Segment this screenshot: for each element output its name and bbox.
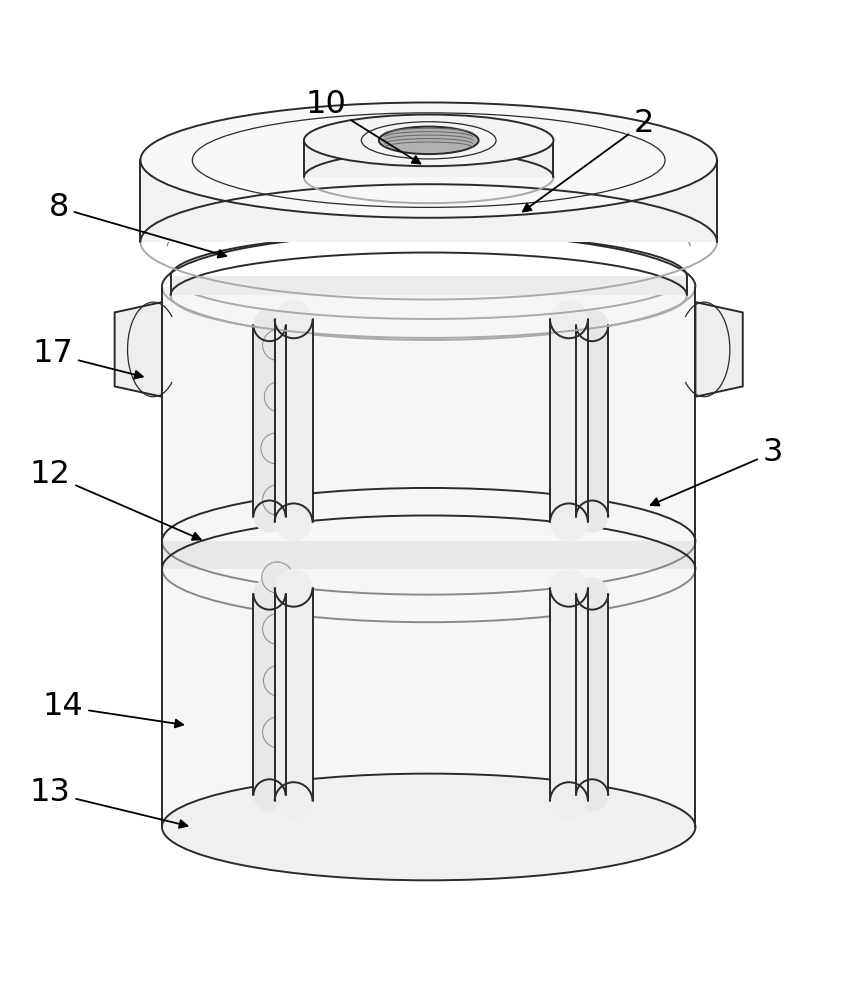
Ellipse shape [254,577,286,610]
Text: 10: 10 [305,89,420,164]
Text: 3: 3 [650,437,783,506]
Text: 8: 8 [48,192,226,258]
Ellipse shape [576,779,608,811]
Ellipse shape [254,501,286,533]
Polygon shape [695,302,743,397]
Polygon shape [275,588,313,801]
Ellipse shape [304,115,553,166]
Text: 13: 13 [29,777,187,828]
Circle shape [261,433,292,464]
Text: 12: 12 [29,459,201,540]
Polygon shape [162,287,695,827]
Ellipse shape [550,503,588,541]
Polygon shape [304,140,553,177]
Ellipse shape [275,782,313,820]
Text: 17: 17 [32,338,143,378]
Ellipse shape [275,503,313,541]
Polygon shape [576,594,608,795]
Ellipse shape [275,300,313,338]
Ellipse shape [254,309,286,341]
Circle shape [264,381,295,412]
Polygon shape [171,276,687,295]
Circle shape [262,485,294,515]
Ellipse shape [576,501,608,533]
Ellipse shape [275,569,313,607]
Circle shape [262,562,293,593]
Polygon shape [576,325,608,517]
Ellipse shape [378,127,479,154]
Polygon shape [162,541,695,569]
Polygon shape [254,325,286,517]
Text: 14: 14 [42,691,183,727]
Polygon shape [114,302,162,397]
Circle shape [262,614,294,645]
Ellipse shape [254,779,286,811]
Circle shape [262,717,294,748]
Circle shape [262,330,294,361]
Ellipse shape [140,102,717,218]
Ellipse shape [576,309,608,341]
Polygon shape [550,588,588,801]
Polygon shape [550,319,588,522]
Ellipse shape [550,300,588,338]
Ellipse shape [576,577,608,610]
Circle shape [263,665,294,696]
Text: 2: 2 [523,108,654,212]
Polygon shape [140,160,717,242]
Ellipse shape [162,774,695,880]
Polygon shape [254,594,286,795]
Polygon shape [275,319,313,522]
Ellipse shape [550,569,588,607]
Polygon shape [401,137,463,145]
Ellipse shape [550,782,588,820]
